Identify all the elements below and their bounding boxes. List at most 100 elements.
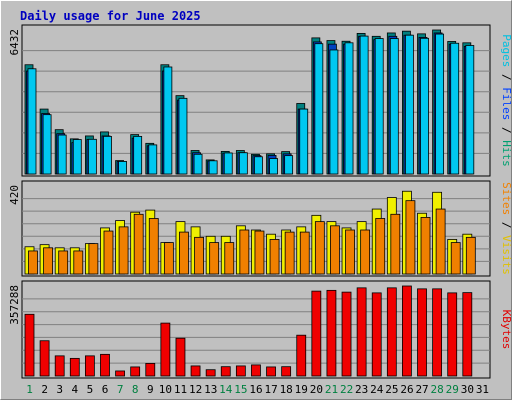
x-tick-label-day-2: 2	[41, 383, 48, 396]
bar-pages-day-24	[374, 38, 384, 175]
bar-sites-day-12	[194, 236, 204, 275]
bar-sites-day-4	[73, 250, 84, 275]
x-tick-label-day-24: 24	[370, 383, 384, 396]
bar-sites-day-18	[284, 231, 295, 275]
bar-kbytes-day-19	[296, 334, 307, 377]
x-tick-label-day-14: 14	[219, 383, 233, 396]
bar-pages-day-3	[57, 134, 67, 175]
bar-pages-day-4	[72, 139, 82, 175]
bar-sites-day-7	[118, 226, 129, 275]
bar-pages-day-9	[148, 144, 158, 175]
bar-sites-day-3	[58, 250, 69, 275]
x-tick-label-day-12: 12	[189, 383, 202, 396]
bar-sites-day-29	[450, 242, 461, 275]
x-tick-label-day-5: 5	[87, 383, 94, 396]
bar-pages-day-18	[284, 155, 294, 175]
bar-sites-day-22	[345, 229, 355, 275]
x-tick-label-day-31: 31	[476, 383, 489, 396]
bar-pages-day-17	[269, 158, 278, 175]
bar-kbytes-day-12	[190, 365, 201, 377]
series-axis-label-part: Files	[500, 87, 512, 120]
y-max-label: 6432	[8, 29, 21, 56]
series-axis-label-part: Visits	[500, 235, 512, 275]
bar-kbytes-day-29	[447, 292, 458, 377]
panel-plot-area	[21, 280, 491, 379]
bar-sites-day-6	[103, 230, 114, 275]
chart-title: Daily usage for June 2025	[20, 9, 201, 23]
x-tick-label-day-4: 4	[72, 383, 79, 396]
bar-sites-day-28	[435, 208, 446, 275]
bar-sites-day-8	[133, 213, 144, 275]
bar-pages-day-30	[465, 45, 475, 175]
bar-sites-day-2	[43, 247, 53, 275]
bar-kbytes-day-5	[84, 355, 95, 377]
bar-pages-day-11	[178, 97, 188, 175]
x-tick-label-day-15: 15	[234, 383, 247, 396]
bar-kbytes-day-2	[39, 340, 50, 377]
bar-kbytes-day-24	[371, 292, 382, 377]
bar-pages-day-2	[42, 114, 52, 175]
x-tick-label-day-21: 21	[325, 383, 338, 396]
bar-pages-day-16	[254, 156, 263, 175]
bar-pages-day-7	[118, 161, 127, 175]
bar-kbytes-day-11	[175, 337, 186, 377]
bar-sites-day-26	[405, 200, 416, 275]
bar-sites-day-27	[420, 217, 431, 275]
bar-kbytes-day-28	[432, 288, 443, 377]
x-tick-label-day-3: 3	[56, 383, 63, 396]
y-max-label: 357288	[8, 285, 21, 325]
x-tick-label-day-25: 25	[385, 383, 398, 396]
bar-pages-day-21	[329, 49, 339, 175]
bar-pages-day-20	[314, 43, 324, 175]
series-axis-label-part: /	[500, 215, 512, 235]
panel-visits_sites: 420 Sites / Visits	[8, 180, 512, 277]
series-axis-label: KBytes	[500, 310, 512, 350]
bar-sites-day-21	[330, 225, 340, 275]
bar-pages-day-27	[420, 37, 429, 175]
bar-pages-day-14	[223, 152, 233, 175]
series-axis-label-part: /	[500, 120, 512, 140]
bar-sites-day-5	[88, 243, 99, 275]
x-tick-label-day-7: 7	[117, 383, 124, 396]
bar-pages-day-19	[299, 108, 309, 175]
bar-pages-day-26	[405, 34, 414, 175]
series-axis-label: Pages / Files / Hits	[500, 34, 512, 167]
panel-hits_files_pages: 6432 Pages / Files / Hits	[8, 24, 512, 177]
bar-sites-day-9	[148, 218, 159, 275]
bar-pages-day-29	[450, 42, 460, 175]
x-tick-label-day-19: 19	[295, 383, 308, 396]
bar-sites-day-19	[299, 231, 310, 275]
bar-sites-day-25	[390, 213, 401, 275]
bar-kbytes-day-1	[24, 313, 35, 377]
bar-kbytes-day-3	[54, 355, 65, 377]
bar-kbytes-day-9	[145, 363, 156, 377]
x-tick-label-day-13: 13	[204, 383, 217, 396]
bar-sites-day-15	[239, 229, 250, 275]
bar-sites-day-24	[375, 218, 386, 275]
bar-pages-day-15	[238, 152, 248, 175]
x-tick-label-day-29: 29	[446, 383, 459, 396]
y-max-label: 420	[8, 185, 21, 205]
x-tick-label-day-10: 10	[159, 383, 172, 396]
x-tick-label-day-9: 9	[147, 383, 154, 396]
series-axis-label-part: Sites	[500, 182, 512, 215]
series-axis-label-part: Pages	[500, 34, 512, 67]
bar-kbytes-day-17	[266, 366, 276, 377]
series-axis-label-part: KBytes	[500, 310, 512, 350]
bar-kbytes-day-23	[356, 287, 367, 377]
bar-kbytes-day-20	[311, 290, 322, 377]
bar-sites-day-14	[224, 242, 235, 275]
bar-kbytes-day-6	[100, 353, 110, 377]
bar-pages-day-28	[435, 33, 445, 175]
bar-pages-day-8	[133, 135, 143, 175]
bar-kbytes-day-10	[160, 322, 171, 377]
x-tick-label-day-30: 30	[461, 383, 474, 396]
series-axis-label: Sites / Visits	[500, 182, 512, 275]
bar-kbytes-day-13	[205, 369, 216, 377]
bar-pages-day-13	[208, 160, 218, 175]
x-tick-label-day-11: 11	[174, 383, 187, 396]
x-tick-label-day-8: 8	[132, 383, 139, 396]
